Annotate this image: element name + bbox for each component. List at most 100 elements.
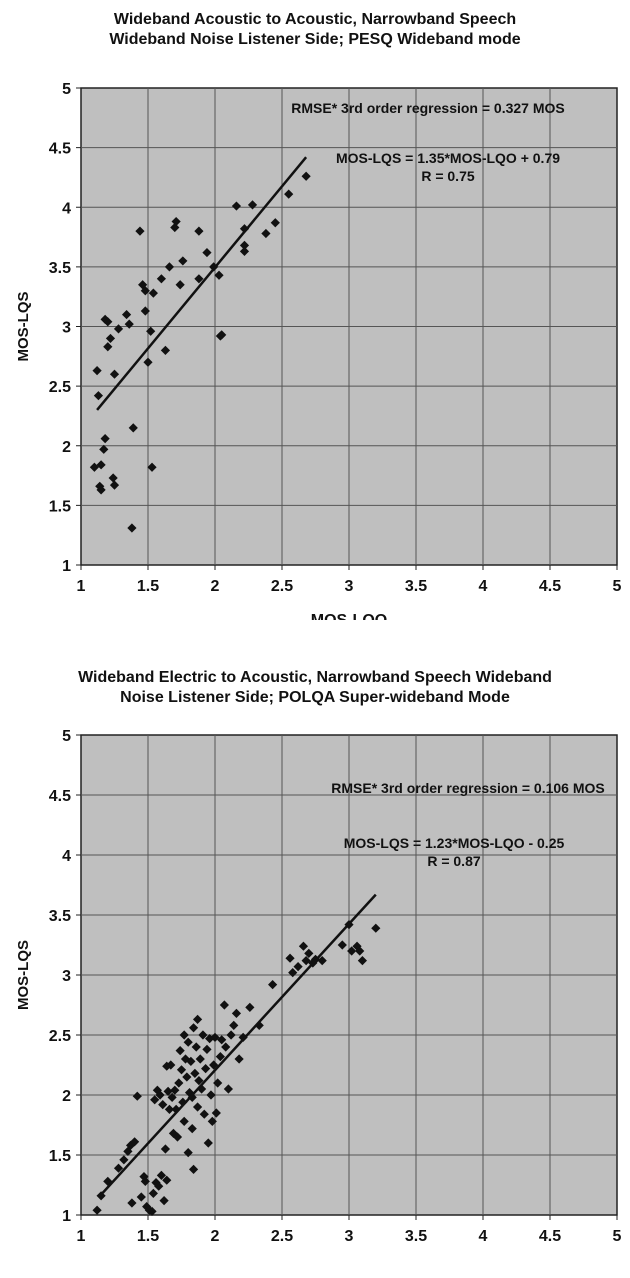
data-point: [179, 1116, 189, 1126]
data-point: [140, 286, 150, 296]
chart-title-line-2: Wideband Noise Listener Side; PESQ Wideb…: [109, 31, 521, 48]
x-axis-label: MOS-LQO: [311, 612, 387, 620]
chart-top: Wideband Acoustic to Acoustic, Narrowban…: [0, 0, 630, 620]
data-point: [147, 462, 157, 472]
data-point: [162, 1061, 172, 1071]
x-tick-label: 4.5: [539, 1228, 561, 1245]
chart-title: Wideband Electric to Acoustic, Narrowban…: [0, 668, 630, 708]
y-tick-label: 2.5: [49, 379, 71, 396]
x-tick-label: 2.5: [271, 1228, 293, 1245]
data-point: [146, 326, 156, 336]
data-point: [247, 200, 258, 210]
annotation-equation: MOS-LQS = 1.35*MOS-LQO + 0.79: [336, 150, 560, 166]
data-point: [128, 423, 138, 433]
y-tick-label: 1: [62, 1208, 71, 1225]
data-point: [130, 1137, 140, 1147]
data-point: [160, 345, 171, 355]
x-tick-label: 2: [211, 578, 220, 595]
data-point: [347, 946, 357, 956]
data-point: [152, 1085, 162, 1095]
data-point: [210, 1032, 220, 1042]
chart-title: Wideband Acoustic to Acoustic, Narrowban…: [0, 10, 630, 50]
x-tick-label: 4: [479, 1228, 488, 1245]
data-point: [156, 1170, 166, 1180]
data-point: [187, 1124, 197, 1134]
data-point: [194, 226, 204, 236]
x-tick-label: 3.5: [405, 1228, 427, 1245]
x-tick-label: 2: [211, 1228, 220, 1245]
data-point: [92, 1205, 102, 1215]
data-point: [357, 956, 367, 966]
chart-title-line-1: Wideband Acoustic to Acoustic, Narrowban…: [113, 11, 517, 28]
data-point: [156, 274, 166, 284]
y-tick-label: 1: [62, 558, 71, 575]
y-tick-label: 4.5: [49, 788, 71, 805]
data-point: [194, 274, 204, 284]
data-point: [140, 306, 150, 316]
data-point: [183, 1148, 193, 1158]
data-point: [147, 1206, 157, 1216]
data-point: [188, 1023, 199, 1033]
data-point: [285, 953, 295, 963]
data-point: [301, 171, 311, 181]
y-tick-label: 3: [62, 320, 71, 337]
data-point: [254, 1020, 264, 1030]
x-tick-label: 1: [77, 1228, 86, 1245]
y-tick-label: 2.5: [49, 1028, 71, 1045]
data-point: [100, 433, 110, 444]
data-point: [168, 1128, 179, 1138]
x-tick-label: 1.5: [137, 1228, 159, 1245]
x-tick-label: 5: [613, 578, 622, 595]
data-point: [159, 1196, 169, 1206]
data-point: [270, 218, 280, 228]
data-point: [186, 1056, 196, 1066]
data-point: [201, 1064, 211, 1074]
chart-title-line-1: Wideband Electric to Acoustic, Narrowban…: [78, 669, 552, 686]
data-point: [202, 1044, 212, 1054]
data-point: [217, 330, 227, 340]
x-tick-label: 1.5: [137, 578, 159, 595]
x-tick-label: 2.5: [271, 578, 293, 595]
data-point: [119, 1155, 129, 1165]
data-point: [175, 1046, 185, 1056]
data-point: [229, 1020, 239, 1030]
data-point: [284, 189, 294, 199]
data-point: [214, 270, 224, 280]
x-tick-label: 4.5: [539, 578, 561, 595]
data-point: [202, 247, 212, 258]
y-tick-label: 3: [62, 968, 71, 985]
data-point: [150, 1095, 160, 1105]
regression-line: [96, 156, 308, 411]
data-point: [176, 1065, 187, 1075]
data-point: [205, 1034, 215, 1044]
annotation-r: R = 0.87: [427, 853, 481, 869]
data-point: [162, 1175, 172, 1185]
data-point: [199, 1109, 209, 1119]
data-point: [96, 460, 106, 470]
data-point: [239, 240, 250, 251]
data-point: [317, 956, 327, 966]
data-point: [352, 941, 362, 951]
data-point: [178, 256, 188, 266]
data-point: [113, 324, 124, 334]
data-point: [170, 222, 180, 233]
data-point: [109, 369, 120, 379]
data-point: [143, 357, 153, 367]
data-point: [93, 391, 104, 401]
data-point: [113, 1163, 124, 1173]
data-point: [190, 1068, 200, 1078]
data-point: [217, 1035, 227, 1045]
data-point: [158, 1100, 168, 1110]
y-tick-label: 5: [62, 728, 71, 745]
data-point: [154, 1181, 164, 1191]
data-point: [261, 228, 271, 239]
data-point: [239, 224, 250, 234]
y-tick-label: 1.5: [49, 1148, 71, 1165]
y-axis-label: MOS-LQS: [15, 940, 32, 1010]
annotation-rmse: RMSE* 3rd order regression = 0.106 MOS: [331, 780, 605, 796]
data-point: [231, 201, 242, 211]
data-point: [108, 473, 118, 483]
data-point: [124, 319, 134, 329]
data-point: [148, 288, 158, 298]
y-tick-label: 1.5: [49, 498, 71, 515]
